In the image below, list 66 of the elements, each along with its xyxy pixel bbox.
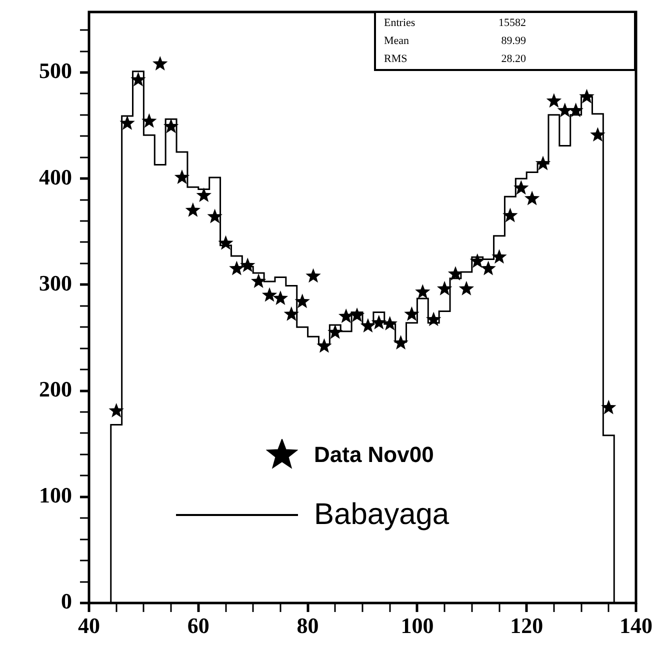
point (535, 156, 551, 170)
legend-label: Babayaga (314, 498, 450, 532)
y-tick-label: 300 (39, 270, 72, 296)
point (480, 260, 496, 276)
point (436, 280, 452, 296)
point (415, 284, 430, 299)
annotation: 28.20 (500, 53, 526, 65)
annotation: 89.99 (500, 35, 526, 47)
point (196, 188, 212, 202)
point (393, 335, 408, 350)
point (579, 88, 594, 104)
x-tick-label: 40 (78, 612, 100, 638)
point (306, 268, 321, 283)
y-tick-label: 100 (39, 482, 72, 508)
point (404, 306, 420, 321)
point (458, 280, 474, 296)
point (229, 260, 244, 276)
point (130, 72, 146, 86)
point (262, 287, 278, 302)
point (568, 102, 584, 118)
point (546, 93, 562, 108)
y-tick-label: 400 (39, 164, 72, 190)
point (448, 266, 464, 281)
point (240, 258, 256, 272)
point (360, 318, 376, 333)
x-tick-label: 100 (400, 612, 434, 638)
point (601, 400, 616, 414)
point (174, 170, 190, 184)
point (272, 290, 288, 305)
y-tick-label: 0 (61, 588, 72, 614)
point (163, 118, 179, 134)
annotation: 15582 (498, 17, 526, 29)
point (524, 190, 540, 206)
point (328, 324, 343, 339)
point (502, 208, 518, 222)
point (294, 294, 310, 308)
point (284, 306, 299, 321)
point (514, 180, 529, 195)
x-tick-label: 80 (296, 612, 319, 638)
y-tick-label: 500 (39, 58, 72, 84)
point (316, 338, 332, 353)
x-tick-label: 140 (620, 612, 652, 638)
point (218, 235, 234, 250)
point (120, 115, 135, 130)
point (185, 202, 201, 217)
x-tick-label: 60 (187, 612, 210, 638)
point (108, 402, 124, 418)
point (152, 56, 168, 70)
point (470, 253, 485, 268)
point (349, 307, 365, 322)
point (382, 316, 398, 330)
annotation: RMS (384, 53, 408, 65)
point (250, 274, 266, 288)
y-tick-label: 200 (39, 376, 72, 402)
point (590, 127, 606, 142)
point (142, 113, 157, 128)
annotation: Mean (384, 35, 410, 47)
point (371, 314, 387, 330)
point (426, 312, 442, 326)
legend-label: Data Nov00 (314, 442, 434, 468)
point (207, 208, 222, 224)
annotation: Entries (384, 17, 416, 29)
point (557, 102, 572, 118)
x-tick-label: 120 (510, 612, 544, 638)
point (338, 308, 354, 323)
point (492, 249, 507, 264)
